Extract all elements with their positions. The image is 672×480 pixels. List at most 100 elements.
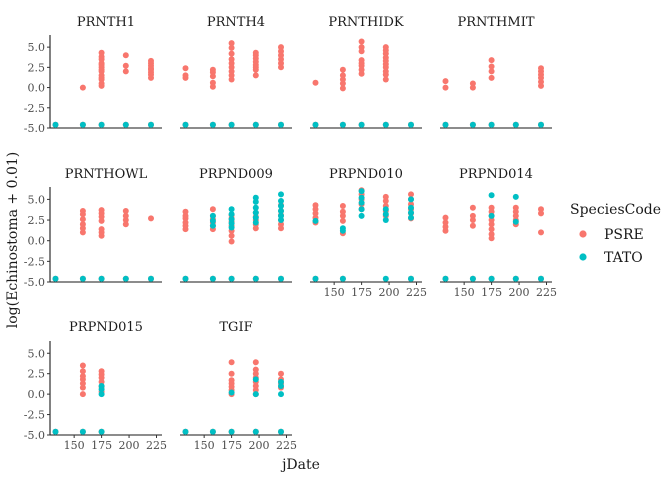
point-psre <box>408 191 414 198</box>
panel-prnth4: PRNTH4 <box>180 15 292 129</box>
point-psre <box>228 370 235 377</box>
panel-prpnd010: PRPND010 150 175 200 225 <box>310 167 427 299</box>
point-psre <box>122 62 129 69</box>
point-tato <box>252 214 259 221</box>
x-tick-label: 150 <box>454 286 475 299</box>
point-psre <box>339 208 346 215</box>
y-tick-label: -5.0 <box>24 276 45 289</box>
point-psre <box>278 370 284 377</box>
point-tato <box>358 199 365 206</box>
point-psre <box>469 84 476 91</box>
point-tato <box>408 209 414 216</box>
point-tato <box>488 212 495 219</box>
x-tick-label: 175 <box>351 286 372 299</box>
point-psre <box>469 212 476 219</box>
point-psre <box>98 226 105 233</box>
point-tato <box>228 216 235 223</box>
point-psre <box>469 80 476 87</box>
point-psre <box>358 44 365 51</box>
point-tato <box>339 225 346 232</box>
point-psre <box>488 217 495 223</box>
point-psre <box>209 66 216 73</box>
point-psre <box>538 206 544 213</box>
point-tato <box>98 428 105 435</box>
point-tato <box>278 428 284 435</box>
point-psre <box>252 72 259 79</box>
point-psre <box>469 217 476 223</box>
panel-title: PRNTHIDK <box>328 15 403 30</box>
x-tick-label: 200 <box>509 286 530 299</box>
point-tato <box>252 204 259 211</box>
point-psre <box>358 57 365 64</box>
point-tato <box>228 121 235 128</box>
point-tato <box>358 206 365 213</box>
point-tato <box>98 383 105 389</box>
point-psre <box>228 68 235 75</box>
point-psre <box>148 57 154 64</box>
x-tick-label: 200 <box>379 286 400 299</box>
point-tato <box>52 121 59 128</box>
point-tato <box>98 275 105 282</box>
point-tato <box>209 121 216 128</box>
point-tato <box>358 194 365 201</box>
point-psre <box>79 368 86 375</box>
point-tato <box>512 193 519 200</box>
point-tato <box>278 383 284 389</box>
point-tato <box>252 219 259 226</box>
point-tato <box>79 275 86 282</box>
point-psre <box>442 214 449 221</box>
point-psre <box>79 384 86 391</box>
point-psre <box>182 212 189 219</box>
point-psre <box>79 208 86 214</box>
point-psre <box>278 225 284 232</box>
point-tato <box>252 376 259 383</box>
point-tato <box>538 121 544 128</box>
point-psre <box>182 208 189 215</box>
point-tato <box>278 378 284 385</box>
panel-prnthowl: PRNTHOWL -5.0 -2.5 0.0 2.5 5.0 <box>24 167 162 289</box>
point-psre <box>469 222 476 229</box>
point-tato <box>408 214 414 221</box>
point-psre <box>228 56 235 63</box>
point-psre <box>382 198 389 204</box>
point-psre <box>122 52 129 59</box>
point-psre <box>122 217 129 223</box>
point-tato <box>228 275 235 282</box>
point-psre <box>228 50 235 57</box>
point-tato <box>382 211 389 218</box>
point-psre <box>358 48 365 55</box>
point-psre <box>98 53 105 60</box>
panel-prpnd014: PRPND014 150 175 200 225 <box>440 167 557 299</box>
point-tato <box>252 121 259 128</box>
x-tick-label: 150 <box>64 439 85 452</box>
point-tato <box>252 194 259 201</box>
y-tick-label: -5.0 <box>24 122 45 135</box>
point-psre <box>278 44 284 51</box>
point-psre <box>538 65 544 72</box>
point-psre <box>339 85 346 92</box>
point-psre <box>488 63 495 70</box>
panel-prnth1: PRNTH1 -5.0 -2.5 0.0 2.5 5.0 <box>24 15 162 135</box>
point-tato <box>358 212 365 219</box>
point-psre <box>228 40 235 47</box>
panel-title: PRPND010 <box>329 167 403 182</box>
point-psre <box>488 57 495 64</box>
point-tato <box>252 428 259 435</box>
point-psre <box>488 226 495 233</box>
point-psre <box>488 208 495 215</box>
y-tick-label: -2.5 <box>24 255 45 268</box>
y-tick-label: -2.5 <box>24 102 45 115</box>
point-psre <box>442 78 449 85</box>
point-psre <box>252 383 259 389</box>
point-psre <box>98 378 105 385</box>
point-tato <box>382 206 389 213</box>
point-tato <box>408 196 414 203</box>
point-tato <box>488 275 495 282</box>
point-tato <box>538 275 544 282</box>
point-tato <box>228 389 235 396</box>
point-psre <box>312 206 319 213</box>
point-psre <box>339 212 346 219</box>
point-psre <box>79 391 86 398</box>
panel-title: PRNTH4 <box>207 15 265 30</box>
point-tato <box>442 121 449 128</box>
